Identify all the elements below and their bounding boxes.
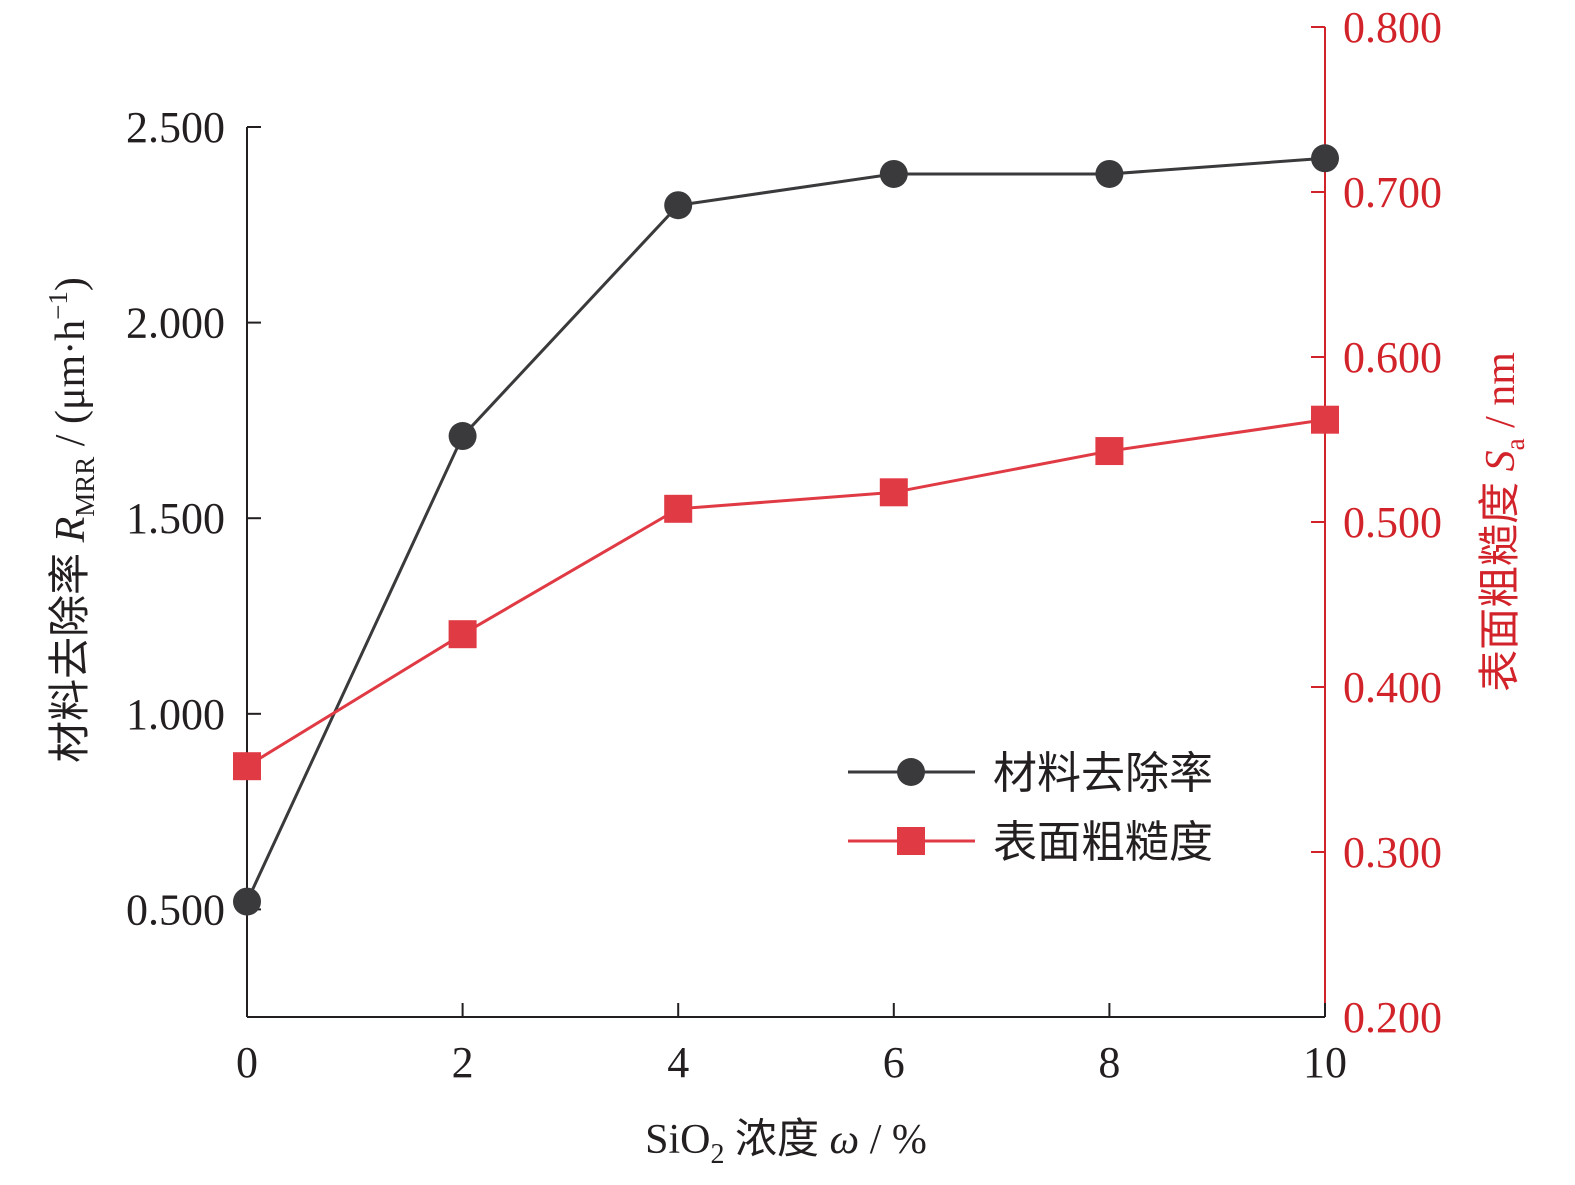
- legend-label-roughness: 表面粗糙度: [993, 818, 1213, 867]
- x-tick-label: 0: [236, 1038, 258, 1087]
- data-point-roughness: [233, 752, 261, 781]
- right-y-tick-label: 0.300: [1343, 828, 1442, 877]
- data-point-mrr: [1095, 159, 1124, 188]
- legend-marker-roughness: [897, 827, 925, 855]
- left-y-axis-title: 材料去除率 RMRR / (μm·h−1): [43, 277, 100, 763]
- series-layer: [233, 144, 1339, 916]
- legend-marker-mrr: [897, 758, 925, 786]
- series-line-roughness: [246, 418, 1326, 768]
- x-tick-label: 10: [1303, 1038, 1347, 1087]
- x-tick-label: 2: [452, 1038, 474, 1087]
- right-y-tick-label: 0.400: [1343, 663, 1442, 712]
- x-tick-label: 6: [883, 1038, 905, 1087]
- data-point-mrr: [1311, 144, 1339, 173]
- x-tick-label: 4: [667, 1038, 689, 1087]
- series-line-mrr: [245, 156, 1326, 903]
- right-y-tick-label: 0.500: [1343, 498, 1442, 547]
- data-point-roughness: [879, 478, 908, 507]
- data-point-roughness: [1311, 405, 1339, 434]
- right-y-tick-label: 0.600: [1343, 333, 1442, 382]
- data-point-mrr: [664, 191, 693, 220]
- x-axis-title: SiO2 浓度 ω / %: [645, 1117, 927, 1170]
- data-point-roughness: [1095, 437, 1124, 466]
- right-y-axis-title: 表面粗糙度 Sa / nm: [1478, 352, 1530, 692]
- left-y-tick-label: 1.500: [126, 494, 225, 543]
- left-y-tick-label: 1.000: [126, 690, 225, 739]
- legend-label-mrr: 材料去除率: [993, 749, 1213, 798]
- data-point-mrr: [448, 422, 477, 451]
- right-y-tick-label: 0.800: [1343, 3, 1442, 52]
- left-y-tick-label: 2.000: [126, 299, 225, 348]
- data-point-mrr: [233, 887, 261, 916]
- right-y-tick-label: 0.700: [1343, 168, 1442, 217]
- x-tick-label: 8: [1098, 1038, 1120, 1087]
- right-y-tick-label: 0.200: [1343, 993, 1442, 1042]
- left-y-tick-label: 2.500: [126, 103, 225, 152]
- data-point-roughness: [664, 494, 693, 523]
- left-y-tick-label: 0.500: [126, 885, 225, 934]
- axes: 0.500 1.000 1.500 2.000 2.500 0.200 0.300 0.400…: [43, 3, 1530, 1170]
- data-point-roughness: [448, 620, 477, 649]
- data-point-mrr: [879, 159, 908, 188]
